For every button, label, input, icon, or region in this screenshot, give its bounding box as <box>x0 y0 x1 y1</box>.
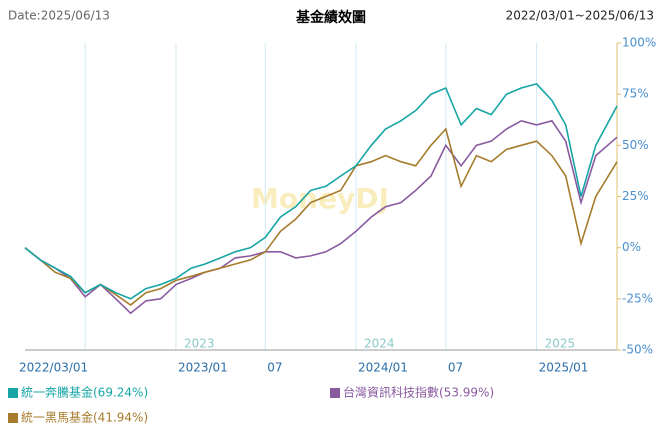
y-tick-label: 75% <box>622 87 649 101</box>
y-tick-label: 25% <box>622 189 649 203</box>
legend-swatch <box>330 388 340 398</box>
chart-title: 基金績效圖 <box>296 9 366 26</box>
x-tick-label: 2024/01 <box>358 361 408 375</box>
range-label: 2022/03/01~2025/06/13 <box>506 9 654 23</box>
x-tick-label: 07 <box>267 361 282 375</box>
legend-label: 台灣資訊科技指數(53.99%) <box>343 385 494 400</box>
y-tick-label: 0% <box>622 240 641 254</box>
y-tick-label: -25% <box>622 291 653 305</box>
legend-label: 統一奔騰基金(69.24%) <box>21 385 148 400</box>
series-line <box>24 83 618 300</box>
y-tick-label: 100% <box>622 36 656 50</box>
legend-swatch <box>8 388 18 398</box>
x-tick-label: 2023/01 <box>178 361 228 375</box>
x-tick-label: 07 <box>448 361 463 375</box>
legend-label: 統一黑馬基金(41.94%) <box>21 410 148 425</box>
year-label: 2025 <box>545 337 576 351</box>
y-tick-label: -50% <box>622 343 653 357</box>
legend-swatch <box>8 413 18 423</box>
series-line <box>24 119 618 315</box>
date-label: Date:2025/06/13 <box>8 9 110 23</box>
x-tick-label: 2022/03/01 <box>19 361 88 375</box>
year-label: 2024 <box>364 337 395 351</box>
y-tick-label: 50% <box>622 138 649 152</box>
year-label: 2023 <box>184 337 215 351</box>
series-line <box>24 127 618 306</box>
x-tick-label: 2025/01 <box>539 361 589 375</box>
